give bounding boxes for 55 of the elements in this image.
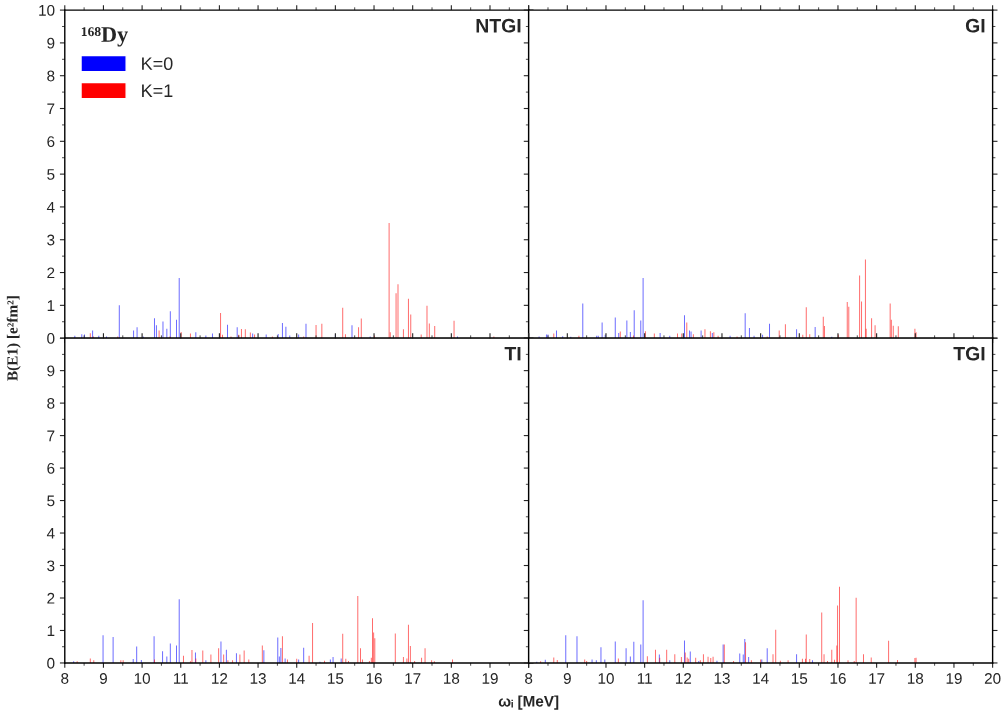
chart-title: TGI — [953, 346, 985, 361]
y-tick-label: 5 — [47, 169, 55, 180]
x-tick-label: 9 — [99, 673, 107, 684]
y-tick-label: 8 — [47, 397, 55, 409]
y-tick-label: 3 — [47, 234, 55, 246]
y-tick-label: 0 — [47, 333, 55, 344]
y-tick-label: 6 — [47, 462, 55, 474]
x-tick-label: 20 — [984, 673, 1001, 684]
x-tick-label: 8 — [61, 673, 69, 684]
legend-label: K=0 — [142, 57, 173, 71]
y-tick-label: 9 — [47, 37, 55, 49]
x-tick-label: 19 — [482, 673, 498, 684]
y-tick-label: 7 — [47, 103, 55, 115]
x-tick-label: 10 — [134, 673, 150, 684]
y-tick-label: 8 — [47, 70, 55, 82]
x-tick-label: 12 — [675, 673, 692, 684]
y-tick-label: 0 — [47, 657, 55, 669]
x-tick-label: 18 — [444, 673, 460, 684]
y-tick-label: 9 — [47, 365, 55, 377]
x-tick-label: 10 — [598, 673, 614, 684]
x-tick-label: 12 — [212, 673, 228, 684]
y-tick-label: 1 — [47, 300, 55, 311]
x-tick-label: 11 — [173, 673, 188, 684]
x-tick-label: 15 — [328, 673, 344, 684]
legend-label: K=1 — [142, 84, 173, 97]
x-tick-label: 19 — [946, 673, 962, 684]
x-tick-label: 14 — [753, 673, 769, 684]
y-tick-label: 7 — [47, 430, 55, 442]
x-tick-label: 18 — [907, 673, 924, 684]
y-tick-label: 4 — [46, 528, 55, 539]
y-tick-label: 1 — [47, 625, 55, 637]
x-tick-label: 14 — [289, 673, 305, 684]
x-axis-title: ωᵢ [MeV] — [498, 695, 559, 710]
x-tick-label: 17 — [869, 673, 885, 684]
x-tick-label: 13 — [714, 673, 730, 684]
y-tick-label: 2 — [47, 267, 55, 279]
y-tick-label: 2 — [47, 592, 55, 604]
y-tick-label: 3 — [47, 560, 55, 572]
y-axis-title: B(E1) [e²fm²] — [6, 296, 21, 381]
x-tick-label: 8 — [525, 673, 533, 684]
y-tick-label: 4 — [46, 201, 55, 213]
y-tick-label: 6 — [47, 136, 55, 147]
legend-title: ¹⁶⁸Dy — [81, 27, 128, 47]
y-tick-label: 10 — [39, 4, 55, 16]
y-tick-label: 5 — [47, 495, 55, 507]
chart-title: NTGI — [476, 18, 521, 33]
x-tick-label: 16 — [830, 673, 846, 684]
x-tick-label: 9 — [563, 673, 571, 684]
x-tick-label: 15 — [791, 673, 808, 684]
x-tick-label: 13 — [250, 673, 266, 684]
x-tick-label: 17 — [405, 673, 421, 684]
x-tick-label: 11 — [637, 673, 652, 684]
x-tick-label: 16 — [366, 673, 382, 684]
chart-title: GI — [965, 18, 985, 33]
chart-title: TI — [504, 346, 521, 361]
